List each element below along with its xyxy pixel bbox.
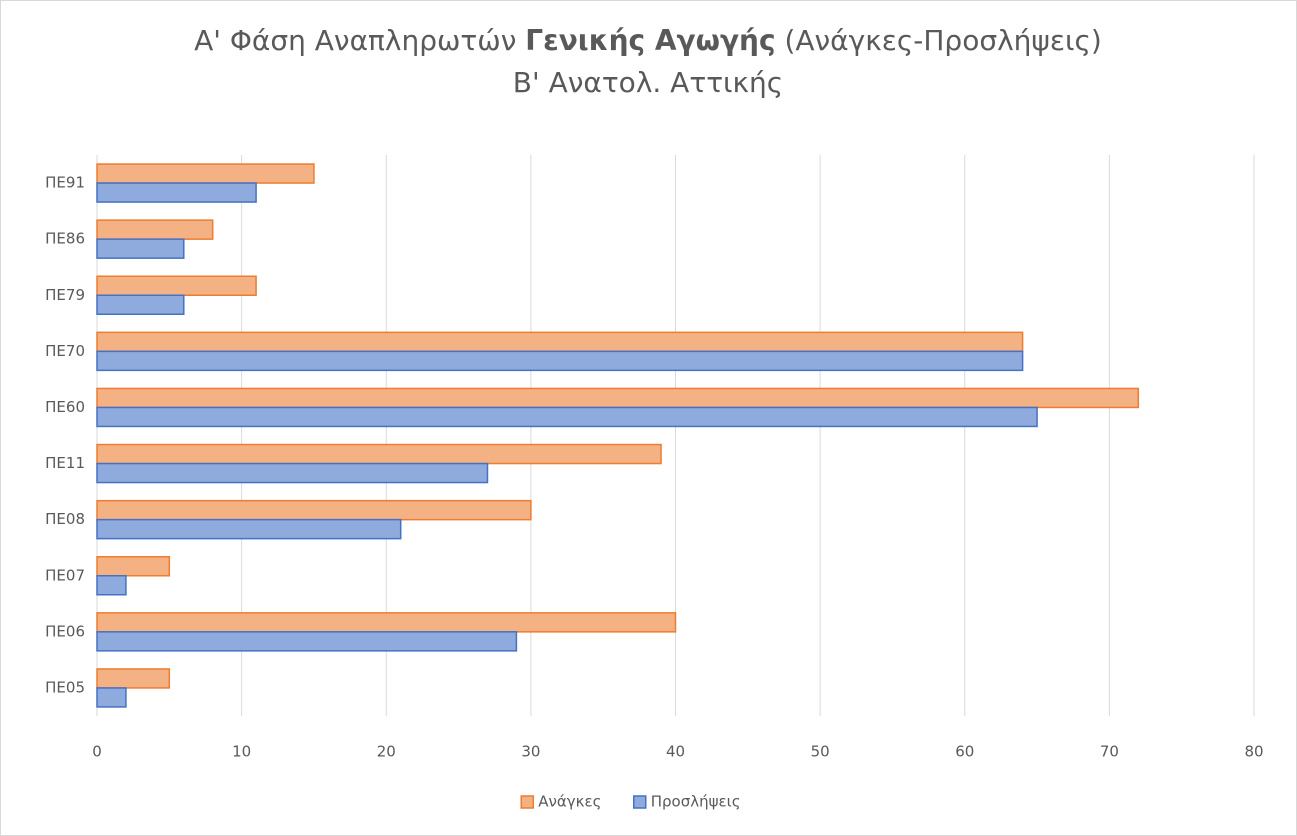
y-tick-label: ΠΕ86 xyxy=(45,230,85,248)
x-tick-label: 0 xyxy=(92,743,102,761)
x-tick-label: 80 xyxy=(1244,743,1263,761)
bar xyxy=(96,499,532,521)
bar xyxy=(96,687,127,708)
x-tick-label: 60 xyxy=(955,743,974,761)
bar xyxy=(96,238,185,259)
y-tick-label: ΠΕ07 xyxy=(45,566,85,584)
x-tick-label: 20 xyxy=(377,743,396,761)
x-tick-label: 10 xyxy=(232,743,251,761)
chart-subtitle: Β' Ανατολ. Αττικής xyxy=(513,66,783,99)
y-tick-label: ΠΕ11 xyxy=(45,454,85,472)
x-tick-label: 40 xyxy=(666,743,685,761)
legend-swatch xyxy=(520,795,534,809)
bar xyxy=(96,556,171,577)
bar xyxy=(96,182,257,203)
x-tick-label: 30 xyxy=(521,743,540,761)
legend-label: Ανάγκες xyxy=(538,793,601,811)
y-tick-label: ΠΕ05 xyxy=(45,678,85,696)
bar xyxy=(96,350,1024,372)
bar xyxy=(96,462,489,484)
bar xyxy=(96,631,518,652)
y-tick-label: ΠΕ60 xyxy=(45,398,85,416)
y-tick-label: ΠΕ06 xyxy=(45,622,85,640)
bar xyxy=(96,518,402,540)
bar xyxy=(96,163,315,184)
bar xyxy=(96,219,214,240)
bar xyxy=(96,612,677,633)
x-tick-label: 70 xyxy=(1100,743,1119,761)
x-tick-label: 50 xyxy=(811,743,830,761)
y-tick-label: ΠΕ91 xyxy=(45,174,85,192)
bar xyxy=(96,275,257,296)
bar xyxy=(96,406,1038,428)
bar xyxy=(96,575,127,596)
bar xyxy=(96,443,662,465)
bar xyxy=(96,668,171,689)
y-tick-label: ΠΕ70 xyxy=(45,342,85,360)
bar xyxy=(96,387,1140,409)
y-tick-label: ΠΕ08 xyxy=(45,510,85,528)
bar xyxy=(96,331,1024,353)
title-part: (Ανάγκες-Προσλήψεις) xyxy=(784,24,1101,57)
title-part: Γενικής Αγωγής xyxy=(525,24,775,57)
legend-label: Προσλήψεις xyxy=(651,793,741,811)
bar xyxy=(96,294,185,315)
y-tick-label: ΠΕ79 xyxy=(45,286,85,304)
chart-title: Α' Φάση Αναπληρωτών Γενικής Αγωγής (Ανάγ… xyxy=(194,24,1102,57)
title-part: Α' Φάση Αναπληρωτών xyxy=(194,24,516,57)
legend-swatch xyxy=(633,795,647,809)
